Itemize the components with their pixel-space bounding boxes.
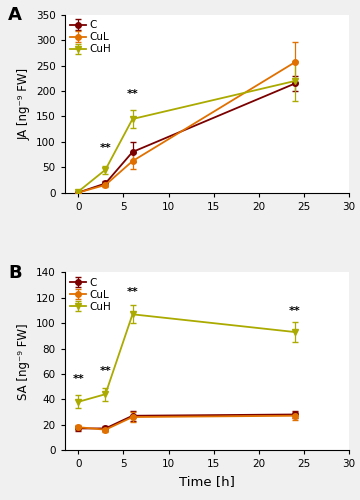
Y-axis label: SA [ng⁻⁹ FW]: SA [ng⁻⁹ FW] xyxy=(18,323,31,400)
Y-axis label: JA [ng⁻⁹ FW]: JA [ng⁻⁹ FW] xyxy=(18,68,31,140)
Text: **: ** xyxy=(127,88,138,99)
Text: A: A xyxy=(8,6,22,24)
Text: **: ** xyxy=(100,366,111,376)
Text: **: ** xyxy=(72,374,84,384)
Text: **: ** xyxy=(100,143,111,153)
Legend: C, CuL, CuH: C, CuL, CuH xyxy=(70,20,112,54)
Legend: C, CuL, CuH: C, CuL, CuH xyxy=(70,278,112,312)
Text: **: ** xyxy=(127,286,138,296)
Text: B: B xyxy=(8,264,22,281)
X-axis label: Time [h]: Time [h] xyxy=(179,474,235,488)
Text: **: ** xyxy=(289,306,301,316)
